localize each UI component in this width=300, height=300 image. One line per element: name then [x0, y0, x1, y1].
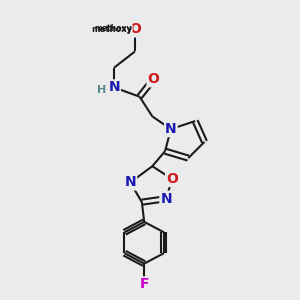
Text: methoxy: methoxy	[91, 25, 132, 34]
Text: F: F	[140, 278, 149, 292]
Text: N: N	[160, 192, 172, 206]
Text: H: H	[98, 85, 106, 95]
Text: N: N	[165, 122, 177, 136]
Text: methoxy: methoxy	[94, 24, 132, 33]
Text: O: O	[166, 172, 178, 186]
Text: O: O	[129, 22, 141, 36]
Text: N: N	[108, 80, 120, 94]
Text: N: N	[124, 176, 136, 190]
Text: O: O	[148, 72, 159, 86]
